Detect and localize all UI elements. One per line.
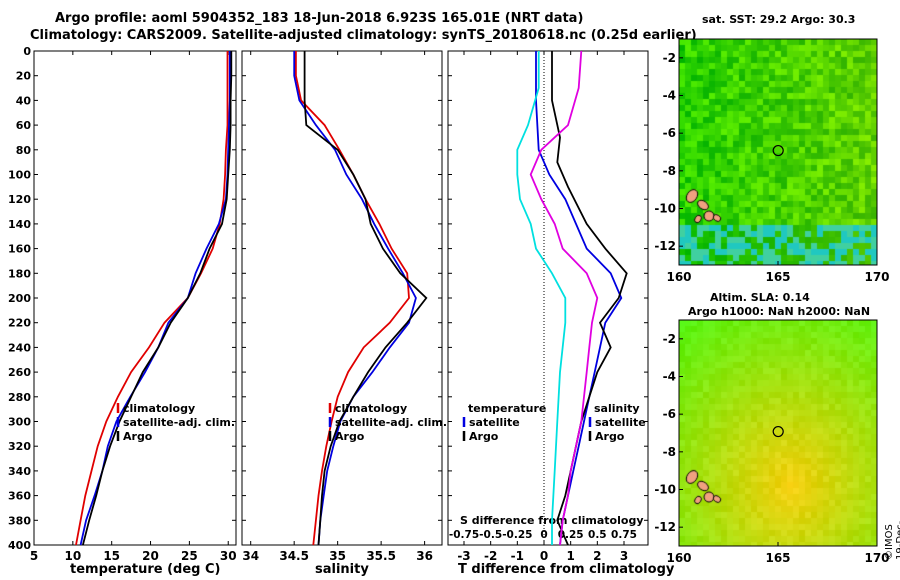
difference-top-tick-label: -0.25 — [502, 529, 532, 541]
x-tick-label: 36 — [416, 549, 433, 563]
y-tick-label: 340 — [8, 465, 31, 478]
series-line-satellite-adj-clim- — [293, 51, 417, 546]
x-tick-label: 5 — [30, 549, 38, 563]
legend-label: Argo — [469, 430, 499, 443]
y-tick-label: 120 — [8, 193, 31, 206]
series-line-argo — [303, 51, 428, 546]
x-tick-label: 35.5 — [366, 549, 396, 563]
y-tick-label: 40 — [16, 94, 32, 107]
y-tick-label: 400 — [8, 539, 31, 552]
legend-label: Argo — [123, 430, 153, 443]
x-tick-label: 2 — [593, 549, 601, 563]
x-tick-label: 25 — [181, 549, 198, 563]
salinity-frame — [241, 50, 443, 546]
y-tick-label: 280 — [8, 391, 31, 404]
y-tick-label: 180 — [8, 267, 31, 280]
legend-label: temperature — [468, 402, 546, 415]
y-tick-label: 80 — [16, 144, 32, 157]
series-line-argo — [82, 51, 233, 546]
x-tick-label: 30 — [220, 549, 237, 563]
difference-top-tick-label: 0.75 — [611, 529, 637, 541]
y-tick-label: 0 — [23, 45, 31, 58]
series-line-salinity-argo — [529, 50, 599, 546]
salinity-panel: 34 34.5 35 35.5 36 — [241, 50, 443, 563]
y-tick-label: 300 — [8, 416, 31, 429]
difference-top-tick-label: 0 — [540, 529, 547, 541]
timestamp-watermark: ©IMOS 19-Dec-2018 23:39:58 — [884, 520, 900, 560]
legend-label: Argo — [595, 430, 625, 443]
y-tick-label: 380 — [8, 514, 31, 527]
sst-heatmap — [679, 39, 877, 265]
legend-label: satellite — [469, 416, 520, 429]
temperature-frame — [33, 50, 237, 546]
y-tick-label: 140 — [8, 218, 31, 231]
sla-map-subtitle: Argo h1000: NaN h2000: NaN — [688, 305, 871, 318]
x-tick-label: 20 — [142, 549, 159, 563]
series-line-salinity-satellite — [516, 51, 567, 545]
x-tick-label: -1 — [511, 549, 524, 563]
x-tick-label: 3 — [620, 549, 628, 563]
figure-title-line1: Argo profile: aoml 5904352_183 18-Jun-20… — [55, 11, 584, 26]
difference-top-tick-label: -0.5 — [479, 529, 502, 541]
legend-label: climatology — [123, 402, 195, 415]
legend-label: salinity — [594, 402, 640, 415]
x-tick-label: 34 — [242, 549, 259, 563]
x-tick-label: 1 — [566, 549, 574, 563]
y-tick-label: 60 — [16, 119, 32, 132]
legend-label: Argo — [335, 430, 365, 443]
y-tick-label: 200 — [8, 292, 31, 305]
legend-label: satellite — [595, 416, 646, 429]
sst-map-title: sat. SST: 29.2 Argo: 30.3 — [702, 13, 856, 26]
figure-title-line2: Climatology: CARS2009. Satellite-adjuste… — [30, 28, 697, 43]
x-tick-label: -2 — [484, 549, 497, 563]
series-line-temperature-satellite — [535, 51, 623, 546]
y-tick-label: 360 — [8, 490, 31, 503]
difference-x-label: T difference from climatology — [458, 562, 675, 577]
x-tick-label: -3 — [457, 549, 470, 563]
x-tick-label: 10 — [64, 549, 81, 563]
sla-heatmap — [679, 320, 877, 546]
x-tick-label: 35 — [329, 549, 346, 563]
y-tick-label: 20 — [16, 70, 32, 83]
y-tick-label: 240 — [8, 341, 31, 354]
x-tick-label: 15 — [103, 549, 120, 563]
x-tick-label: 34.5 — [279, 549, 309, 563]
series-line-climatology — [294, 51, 410, 546]
y-tick-label: 320 — [8, 440, 31, 453]
sla-map-title: Altim. SLA: 0.14 — [710, 291, 810, 304]
temperature-panel: 0 20 40 60 80 100 120 140 160 180 200 220 240 260 280 3… — [8, 45, 237, 563]
salinity-x-label: salinity — [315, 562, 369, 577]
difference-top-tick-label: -0.75 — [449, 529, 479, 541]
y-tick-label: 100 — [8, 169, 31, 182]
x-tick-label: 0 — [540, 549, 548, 563]
y-tick-label: 220 — [8, 317, 31, 330]
legend-label: satellite-adj. clim. — [123, 416, 235, 429]
difference-top-tick-label: 0.5 — [588, 529, 607, 541]
y-tick-label: 260 — [8, 366, 31, 379]
legend-label: satellite-adj. clim. — [335, 416, 447, 429]
temperature-x-label: temperature (deg C) — [70, 562, 221, 577]
legend-label: climatology — [335, 402, 407, 415]
y-tick-label: 160 — [8, 243, 31, 256]
difference-panel: -3 -2 -1 0 1 2 3S difference from climatology-… — [447, 50, 649, 563]
